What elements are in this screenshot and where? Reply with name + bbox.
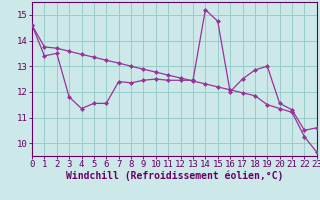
X-axis label: Windchill (Refroidissement éolien,°C): Windchill (Refroidissement éolien,°C) — [66, 171, 283, 181]
